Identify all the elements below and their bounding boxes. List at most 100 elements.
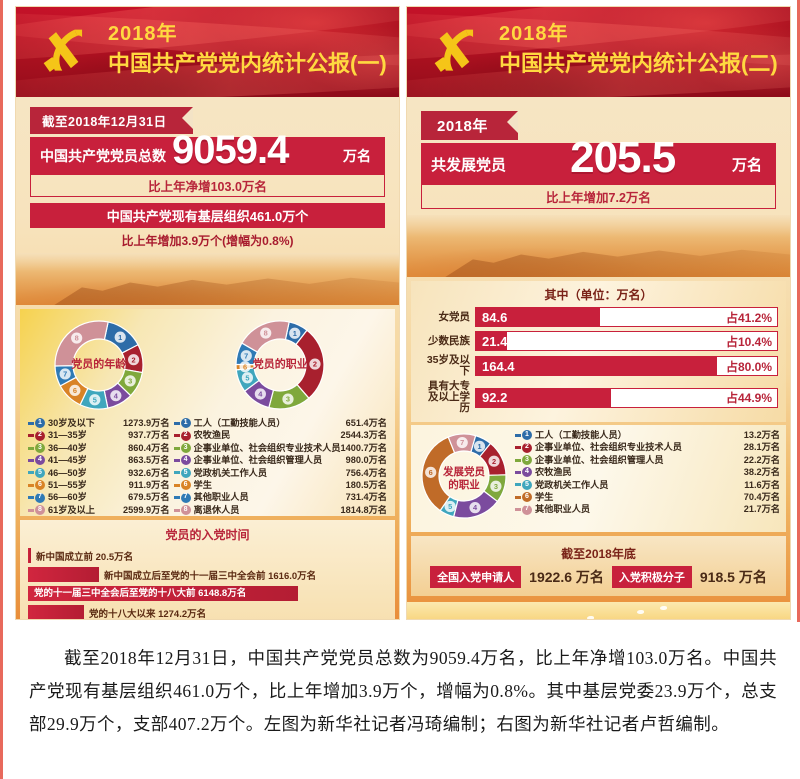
svg-text:5: 5: [448, 502, 452, 511]
legend-label: 41—45岁: [48, 455, 87, 466]
job-legend-row: 7 其他职业人员 731.4万名: [173, 491, 387, 503]
breakdown-bar-row: 具有大专及以上学历 92.2 占44.9%: [419, 381, 778, 414]
legend-index-badge: 2: [35, 430, 45, 441]
legend-value: 180.5万名: [345, 480, 387, 491]
dev-job-legend-row: 1 工人（工勤技能人员） 13.2万名: [515, 429, 780, 441]
legend-label: 30岁及以下: [48, 418, 95, 428]
legend-label: 党政机关工作人员: [535, 479, 609, 490]
legend-index-badge: 2: [522, 442, 532, 453]
hero-org-band: 中国共产党现有基层组织461.0万个: [30, 203, 385, 228]
legend-index-badge: 1: [522, 430, 532, 441]
svg-text:3: 3: [286, 395, 290, 404]
breakdown-bar-percent: 占44.9%: [725, 391, 772, 405]
job-legend-row: 6 学生 180.5万名: [173, 479, 387, 491]
donut-segment-badge: 6: [69, 384, 81, 396]
donut-segment-badge: 1: [473, 440, 486, 452]
breakdown-bar-percent: 占10.4%: [725, 334, 772, 349]
legend-index-badge: 1: [35, 418, 45, 429]
legend-label: 46—50岁: [48, 467, 87, 478]
legend-value: 21.7万名: [743, 504, 780, 515]
age-legend-row: 1 30岁及以下 1273.9万名: [28, 417, 170, 429]
legend-color-dash: [28, 496, 34, 500]
age-legend-row: 8 61岁及以上 2599.9万名: [28, 504, 170, 516]
panel-right-title-group: 2018年 中国共产党党内统计公报(二): [499, 21, 782, 79]
legend-color-dash: [173, 496, 180, 500]
breakdown-bar-percent: 占80.0%: [725, 359, 772, 374]
panel-left-header: 2018年 中国共产党党内统计公报(一): [16, 7, 399, 97]
donut-segment-badge: 4: [469, 502, 481, 514]
legend-value: 1400.7万名: [340, 442, 387, 453]
legend-color-dash: [173, 421, 180, 425]
breakdown-bars: 女党员 84.6 占41.2% 少数民族 21.4 占10.4% 35岁及以下 164.4 占8…: [419, 307, 778, 414]
legend-index-badge: 5: [35, 467, 45, 478]
legend-value: 731.4万名: [345, 492, 387, 503]
age-legend-row: 5 46—50岁 932.6万名: [28, 467, 170, 479]
legend-index-badge: 5: [522, 479, 532, 490]
svg-text:7: 7: [244, 351, 248, 360]
legend-label: 61岁及以上: [48, 504, 95, 515]
legend-value: 2544.3万名: [340, 430, 387, 441]
legend-label: 企事业单位、社会组织管理人员: [193, 455, 323, 466]
dev-job-legend-row: 7 其他职业人员 21.7万名: [515, 503, 780, 515]
legend-label: 学生: [535, 492, 554, 503]
donut-segment-badge: 4: [255, 388, 267, 400]
donut-segment-badge: 3: [124, 375, 136, 387]
donut-segment-badge: 2: [309, 358, 321, 370]
hero-unit: 万名: [343, 148, 371, 164]
red-silk-ribbon: [407, 618, 790, 620]
legend-value: 2599.9万名: [123, 504, 170, 515]
donut-segment-badge: 5: [88, 394, 101, 406]
job-donut-chart: 1 2 3 45 6 7 8: [235, 320, 325, 410]
legend-index-badge: 8: [35, 505, 45, 516]
join-time-bar-row: 党的十一届三中全会后至党的十八大前 6148.8万名: [20, 586, 395, 602]
breakdown-bar-value: 92.2: [482, 390, 508, 405]
donut-segment-badge: 3: [282, 393, 294, 405]
legend-index-badge: 3: [522, 455, 532, 466]
hammer-sickle-emblem: [434, 29, 474, 72]
legend-color-dash: [28, 458, 34, 462]
header-title: 中国共产党党内统计公报(二): [499, 51, 778, 76]
hero-label: 共发展党员: [431, 156, 507, 174]
legend-value: 863.5万名: [128, 455, 170, 466]
silk-background: [407, 7, 790, 97]
legend-label: 农牧渔民: [193, 430, 231, 441]
legend-value: 1273.9万名: [123, 418, 170, 428]
hero-number: 205.5: [570, 133, 676, 182]
legend-index-badge: 2: [180, 430, 191, 441]
donut-segment-badge: 7: [240, 350, 253, 362]
legend-value: 651.4万名: [345, 418, 387, 428]
join-time-bars: 新中国成立前 20.5万名 新中国成立后至党的十一届三中全会前 1616.0万名党…: [20, 548, 395, 619]
job-legend-row: 4 企事业单位、社会组织管理人员 980.0万名: [173, 454, 387, 466]
breakdown-bar-row: 35岁及以下 164.4 占80.0%: [419, 355, 778, 377]
breakdown-bar-value: 21.4: [482, 333, 508, 349]
donut-segment-badge: 8: [260, 327, 272, 339]
donut-segment-badge: 7: [59, 368, 71, 380]
dev-job-legend-row: 6 学生 70.4万名: [515, 491, 780, 503]
donut-segment-badge: 2: [488, 455, 500, 467]
job-legend-row: 3 企事业单位、社会组织专业技术人员 1400.7万名: [173, 442, 387, 454]
donut-segment-badge: 1: [289, 327, 301, 339]
hero-sub-wrap: 比上年净增103.0万名: [30, 175, 385, 197]
legend-label: 工人（工勤技能人员）: [535, 430, 627, 440]
breakdown-bar-label: 女党员: [438, 310, 471, 323]
join-time-bar: [28, 567, 99, 583]
breakdown-bar-fill: [476, 308, 600, 326]
great-wall-illustration: [407, 215, 790, 277]
legend-value: 13.2万名: [743, 430, 780, 440]
legend-label: 企事业单位、社会组织专业技术人员: [535, 442, 682, 453]
legend-index-badge: 6: [180, 480, 191, 491]
breakdown-bar-track: 84.6 占41.2%: [475, 307, 778, 327]
job-legend-row: 2 农牧渔民 2544.3万名: [173, 429, 387, 441]
svg-text:1: 1: [293, 329, 297, 338]
legend-value: 911.9万名: [128, 480, 170, 491]
svg-text:4: 4: [473, 503, 478, 512]
svg-text:4: 4: [114, 391, 119, 400]
svg-text:1: 1: [118, 333, 122, 342]
legend-index-badge: 7: [522, 504, 532, 515]
legend-label: 企事业单位、社会组织专业技术人员: [193, 442, 341, 453]
job-legend-row: 1 工人（工勤技能人员） 651.4万名: [173, 417, 387, 429]
